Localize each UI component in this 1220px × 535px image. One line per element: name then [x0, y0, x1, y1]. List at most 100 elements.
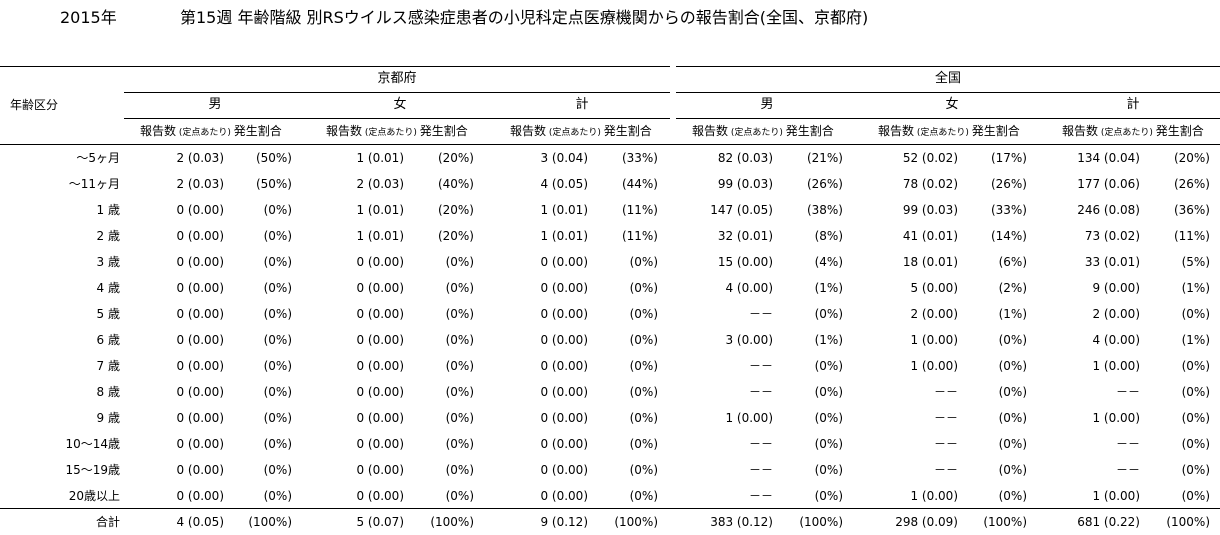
table-row-count: 0 (0.00)	[540, 411, 588, 425]
table-row-rate: (0%)	[263, 359, 292, 373]
total-row-rate: (100%)	[983, 515, 1027, 529]
table-row-label: 9 歳	[96, 411, 120, 425]
table-row-rate: (0%)	[998, 437, 1027, 451]
table-row-rate: (0%)	[445, 411, 474, 425]
table-row-count: 0 (0.00)	[540, 307, 588, 321]
table-row-count: －－	[1115, 385, 1140, 399]
sub-header-rate: 発生割合	[233, 124, 282, 138]
table-row-rate: (11%)	[621, 203, 658, 217]
total-row-count: 298 (0.09)	[895, 515, 958, 529]
table-row-count: 0 (0.00)	[540, 359, 588, 373]
table-row-rate: (40%)	[437, 177, 474, 191]
table-row-count: 0 (0.00)	[356, 359, 404, 373]
table-row-count: 1 (0.00)	[725, 411, 773, 425]
table-row-count: 33 (0.01)	[1084, 255, 1140, 269]
table-row-count: 9 (0.00)	[1092, 281, 1140, 295]
sub-header-per-site: (定点あたり)	[1098, 128, 1156, 138]
rule-region-left	[124, 92, 670, 93]
table-row-rate: (5%)	[1181, 255, 1210, 269]
table-row-rate: (0%)	[629, 489, 658, 503]
sex-header: 男	[208, 97, 222, 112]
table-row-rate: (26%)	[1173, 177, 1210, 191]
table-row-rate: (0%)	[998, 489, 1027, 503]
table-row-count: 0 (0.00)	[176, 359, 224, 373]
sub-header: 報告数 (定点あたり) 発生割合	[326, 118, 490, 144]
table-row-rate: (0%)	[263, 437, 292, 451]
table-row-count: 1 (0.01)	[356, 203, 404, 217]
total-row-rate: (100%)	[248, 515, 292, 529]
table-row-rate: (0%)	[1181, 411, 1210, 425]
table-row-count: 0 (0.00)	[540, 463, 588, 477]
sub-header-per-site: (定点あたり)	[914, 128, 972, 138]
year-label: 2015年	[60, 8, 117, 27]
table-row-count: 1 (0.00)	[910, 333, 958, 347]
table-row-count: 0 (0.00)	[540, 333, 588, 347]
region-header-kyoto: 京都府	[377, 71, 417, 86]
sub-header-count: 報告数	[1062, 124, 1099, 138]
table-row-count: 2 (0.03)	[356, 177, 404, 191]
table-row-count: －－	[1115, 437, 1140, 451]
table-row-rate: (11%)	[1173, 229, 1210, 243]
table-row-count: 3 (0.00)	[725, 333, 773, 347]
sex-header: 計	[1126, 97, 1140, 112]
table-row-count: 0 (0.00)	[356, 333, 404, 347]
table-row-rate: (0%)	[263, 333, 292, 347]
table-row-rate: (6%)	[998, 255, 1027, 269]
sub-header-rate: 発生割合	[419, 124, 468, 138]
table-row-count: 1 (0.00)	[910, 359, 958, 373]
table-row-count: 0 (0.00)	[356, 463, 404, 477]
table-row-rate: (50%)	[255, 177, 292, 191]
table-row-count: 99 (0.03)	[902, 203, 958, 217]
table-row-rate: (0%)	[1181, 463, 1210, 477]
table-row-count: 1 (0.01)	[356, 229, 404, 243]
table-row-rate: (0%)	[445, 307, 474, 321]
table-row-count: 0 (0.00)	[540, 281, 588, 295]
table-row-label: ～11ヶ月	[68, 177, 120, 191]
sub-header-count: 報告数	[140, 124, 177, 138]
table-row-label: 7 歳	[96, 359, 120, 373]
table-row-rate: (0%)	[998, 463, 1027, 477]
table-row-count: －－	[933, 463, 958, 477]
table-row-label: 3 歳	[96, 255, 120, 269]
table-row-label: 8 歳	[96, 385, 120, 399]
table-row-rate: (0%)	[998, 385, 1027, 399]
total-row-count: 5 (0.07)	[356, 515, 404, 529]
rule-top-left	[0, 66, 670, 67]
table-row-rate: (0%)	[1181, 307, 1210, 321]
table-row-count: 4 (0.00)	[725, 281, 773, 295]
table-row-count: 1 (0.01)	[356, 151, 404, 165]
table-row-count: 246 (0.08)	[1077, 203, 1140, 217]
table-row-count: 0 (0.00)	[176, 489, 224, 503]
table-row-count: 0 (0.00)	[176, 385, 224, 399]
table-row-rate: (0%)	[445, 255, 474, 269]
rule-region-right	[676, 92, 1220, 93]
table-row-label: 5 歳	[96, 307, 120, 321]
table-row-rate: (0%)	[1181, 489, 1210, 503]
table-row-rate: (14%)	[990, 229, 1027, 243]
table-row-rate: (33%)	[621, 151, 658, 165]
table-row-count: 1 (0.01)	[540, 203, 588, 217]
table-row-rate: (0%)	[629, 307, 658, 321]
sub-header: 報告数 (定点あたり) 発生割合	[510, 118, 670, 144]
table-row-count: 0 (0.00)	[540, 437, 588, 451]
table-row-rate: (26%)	[990, 177, 1027, 191]
table-row-rate: (0%)	[814, 489, 843, 503]
table-row-rate: (20%)	[437, 151, 474, 165]
table-row-count: 1 (0.00)	[1092, 411, 1140, 425]
table-row-count: －－	[748, 307, 773, 321]
total-row-count: 4 (0.05)	[176, 515, 224, 529]
table-row-label: ～5ヶ月	[76, 151, 120, 165]
table-row-count: －－	[748, 489, 773, 503]
table-row-count: 0 (0.00)	[540, 489, 588, 503]
sub-header-rate: 発生割合	[1155, 124, 1204, 138]
table-row-rate: (0%)	[814, 463, 843, 477]
table-row-count: 32 (0.01)	[717, 229, 773, 243]
region-header-national: 全国	[934, 71, 961, 86]
table-row-rate: (1%)	[814, 281, 843, 295]
table-row-rate: (21%)	[806, 151, 843, 165]
table-row-count: 0 (0.00)	[176, 281, 224, 295]
table-row-count: 0 (0.00)	[176, 307, 224, 321]
table-row-rate: (0%)	[998, 333, 1027, 347]
table-row-rate: (20%)	[437, 203, 474, 217]
table-row-count: 1 (0.00)	[1092, 489, 1140, 503]
